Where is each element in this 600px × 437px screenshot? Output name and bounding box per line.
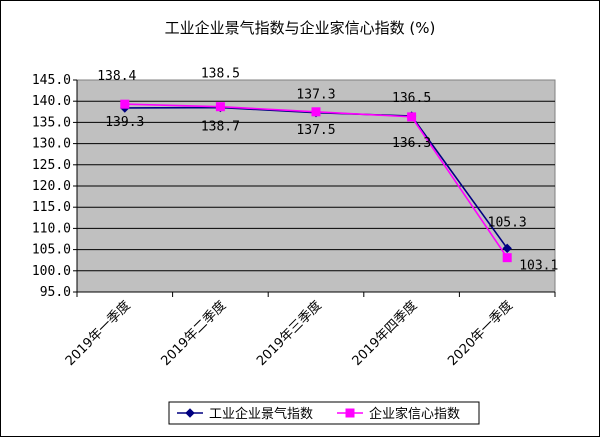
data-label: 137.5 (296, 123, 335, 138)
data-label: 136.3 (392, 136, 431, 151)
y-tick-label: 110.0 (32, 221, 71, 236)
x-tick-label: 2019年一季度 (62, 298, 133, 369)
y-tick-label: 135.0 (32, 115, 71, 130)
y-tick-label: 100.0 (32, 264, 71, 279)
data-label: 138.7 (201, 120, 240, 135)
y-tick-label: 115.0 (32, 200, 71, 215)
data-label: 138.4 (97, 69, 136, 84)
x-tick-label: 2019年二季度 (158, 298, 229, 369)
diamond-marker (502, 243, 512, 254)
data-label: 136.5 (392, 91, 431, 106)
gridlines (77, 100, 555, 272)
y-tick-label: 105.0 (32, 243, 71, 258)
series-group (120, 99, 512, 263)
x-tick-label: 2020年一季度 (445, 298, 516, 369)
data-labels: 138.4 138.5 137.3 136.5 105.3 139.3 138.7 137.5… (97, 67, 558, 274)
legend-box (168, 401, 480, 425)
data-label: 105.3 (488, 215, 527, 230)
square-marker (311, 107, 321, 117)
legend-label: 企业家信心指数 (369, 406, 460, 422)
legend-label: 工业企业景气指数 (209, 406, 313, 422)
data-label: 138.5 (201, 67, 240, 82)
square-marker (407, 112, 417, 122)
y-tick-label: 130.0 (32, 137, 71, 152)
y-tick-label: 140.0 (32, 94, 71, 109)
square-marker (502, 253, 512, 263)
y-tick-label: 95.0 (40, 285, 71, 300)
y-tick-label: 125.0 (32, 158, 71, 173)
square-marker (120, 99, 130, 109)
data-label: 137.3 (296, 88, 335, 103)
legend-diamond-icon (185, 408, 195, 418)
y-tick-label: 120.0 (32, 179, 71, 194)
data-label: 139.3 (105, 115, 144, 130)
x-tick-label: 2019年三季度 (253, 298, 324, 369)
legend: 工业企业景气指数 企业家信心指数 (168, 401, 480, 425)
x-tick-label: 2019年四季度 (349, 298, 420, 369)
data-label: 103.1 (519, 259, 558, 274)
y-tick-label: 145.0 (32, 73, 71, 88)
chart-title: 工业企业景气指数与企业家信心指数 (%) (165, 19, 436, 37)
square-marker (215, 102, 225, 112)
legend-square-icon (345, 408, 355, 418)
